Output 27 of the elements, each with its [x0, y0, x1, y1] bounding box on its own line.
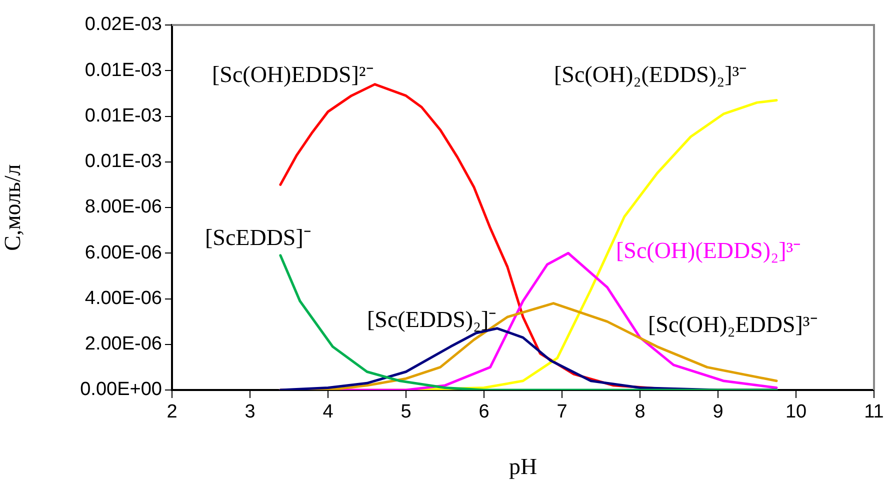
y-tick-label: 8.00E-06	[84, 196, 162, 218]
x-tick-label: 8	[634, 402, 646, 423]
x-tick-label: 9	[712, 402, 724, 423]
x-axis-title: pH	[508, 454, 538, 480]
x-tick-label: 6	[478, 402, 490, 423]
series-label: [ScEDDS]⁻	[205, 225, 312, 250]
y-tick-label: 0.01E-03	[84, 151, 162, 172]
y-tick-label: 0.00E+00	[80, 379, 162, 400]
series-label: [Sc(OH)(EDDS)₂]³⁻	[616, 238, 802, 263]
x-tick-label: 3	[244, 402, 256, 423]
y-tick-label: 0.01E-03	[84, 60, 162, 81]
x-tick-label: 5	[400, 402, 412, 423]
series-label: [Sc(OH)₂(EDDS)₂]³⁻	[554, 62, 748, 87]
y-tick-label: 0.02E-03	[84, 14, 162, 36]
series-label: [Sc(EDDS)₂]⁻	[367, 307, 497, 332]
x-tick-label: 11	[864, 402, 884, 423]
y-tick-label: 4.00E-06	[84, 288, 162, 309]
y-tick-label: 6.00E-06	[84, 242, 162, 264]
y-tick-label: 2.00E-06	[84, 334, 162, 355]
x-tick-label: 2	[166, 402, 178, 423]
x-tick-label: 10	[785, 402, 807, 423]
x-tick-label: 4	[322, 402, 334, 423]
series-label: [Sc(OH)₂EDDS]³⁻	[648, 312, 818, 337]
y-tick-label: 0.01E-03	[84, 105, 162, 126]
x-tick-label: 7	[556, 402, 568, 423]
y-axis-title: C,моль/л	[0, 164, 25, 251]
series-label: [Sc(OH)EDDS]²⁻	[212, 62, 374, 87]
